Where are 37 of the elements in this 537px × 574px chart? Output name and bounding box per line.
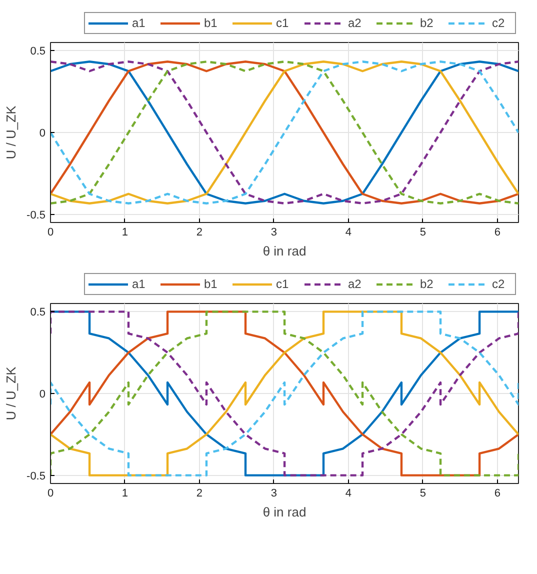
y-tick-label: -0.5 — [26, 470, 46, 482]
x-tick-label: 2 — [196, 226, 203, 238]
x-tick-label: 6 — [494, 226, 500, 238]
x-tick-label: 1 — [122, 226, 128, 238]
x-tick-label: 4 — [345, 226, 352, 238]
x-tick-label: 0 — [47, 488, 54, 500]
x-tick-label: 1 — [122, 488, 128, 500]
x-tick-label: 2 — [196, 488, 203, 500]
legend-label: c2 — [492, 277, 506, 291]
legend-label: a1 — [132, 277, 146, 291]
line-series — [50, 60, 518, 204]
x-tick-label: 6 — [494, 488, 500, 500]
legend-label: a2 — [348, 277, 362, 291]
x-axis-title: θ in rad — [262, 504, 306, 520]
legend-label: b2 — [420, 277, 434, 291]
y-axis-title: U / U_ZK — [4, 366, 19, 420]
x-tick-label: 5 — [420, 226, 426, 238]
x-tick-label: 0 — [47, 226, 54, 238]
legend-label: c1 — [276, 277, 290, 291]
legend-label: b1 — [204, 16, 218, 30]
x-tick-label: 3 — [270, 226, 278, 238]
x-tick-label: 3 — [270, 488, 278, 500]
x-axis-title: θ in rad — [262, 244, 306, 258]
y-axis-title: U / U_ZK — [4, 105, 19, 160]
y-tick-label: 0.5 — [30, 306, 46, 319]
legend-label: b2 — [420, 16, 434, 30]
legend-label: c1 — [276, 16, 290, 30]
legend-label: a1 — [132, 16, 146, 30]
legend-label: c2 — [492, 16, 506, 30]
y-tick-label: 0 — [39, 128, 46, 140]
legend-label: b1 — [204, 277, 218, 291]
y-tick-label: 0.5 — [30, 46, 46, 58]
x-tick-label: 4 — [345, 488, 352, 500]
x-tick-label: 5 — [420, 488, 426, 500]
legend-label: a2 — [348, 16, 362, 30]
y-tick-label: 0 — [39, 388, 46, 400]
y-tick-label: -0.5 — [26, 209, 46, 222]
